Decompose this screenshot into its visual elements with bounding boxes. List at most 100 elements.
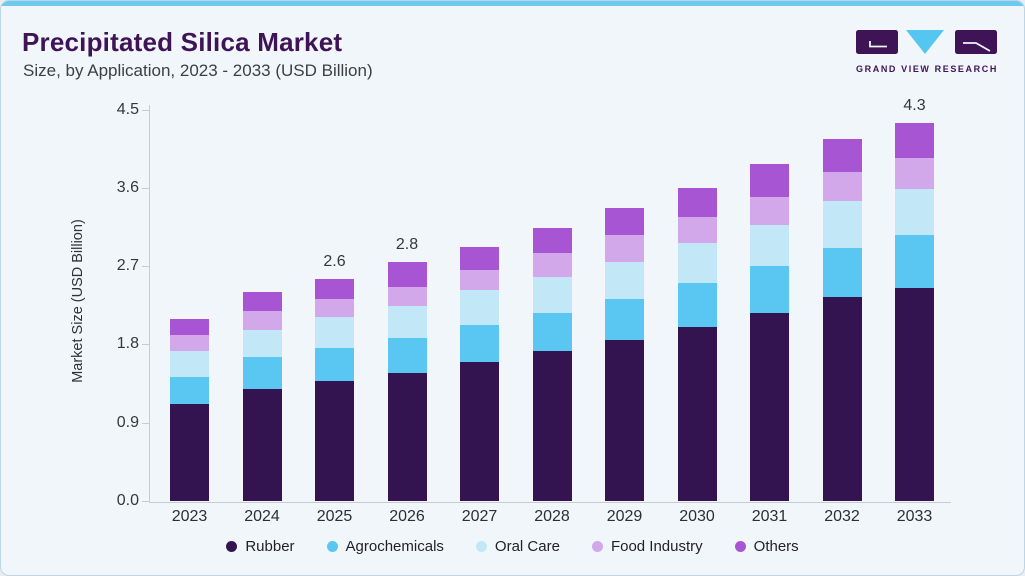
page-subtitle: Size, by Application, 2023 - 2033 (USD B… (23, 61, 373, 80)
legend-item-rubber[interactable]: Rubber (226, 538, 295, 555)
legend-item-others[interactable]: Others (734, 538, 799, 555)
bar-segment-rubber[interactable] (677, 326, 717, 501)
bar-2029[interactable] (604, 206, 645, 501)
bar-segment-food_industry[interactable] (605, 234, 644, 262)
bar-segment-food_industry[interactable] (822, 172, 862, 201)
bar-segment-oral_care[interactable] (242, 329, 282, 358)
x-axis-label: 2031 (751, 508, 788, 525)
bar-segment-rubber[interactable] (605, 339, 644, 501)
bar-segment-agrochemicals[interactable] (822, 247, 862, 298)
bar-segment-agrochemicals[interactable] (895, 234, 934, 288)
bar-segment-others[interactable] (532, 227, 572, 254)
bar-segment-oral_care[interactable] (460, 290, 499, 326)
legend-label: Rubber (245, 538, 295, 555)
y-tick (142, 501, 149, 502)
bar-2032[interactable] (821, 138, 863, 501)
bar-segment-others[interactable] (315, 279, 354, 300)
bar-segment-others[interactable] (605, 207, 644, 235)
bar-segment-rubber[interactable] (750, 312, 789, 501)
bar-segment-others[interactable] (895, 122, 934, 159)
bar-2027[interactable] (459, 246, 500, 501)
bar-segment-others[interactable] (460, 247, 499, 270)
bar-2033[interactable] (894, 121, 935, 501)
bar-2030[interactable] (676, 186, 718, 501)
bar-segment-oral_care[interactable] (605, 261, 644, 299)
x-axis-label: 2026 (389, 508, 425, 525)
y-axis-title: Market Size (USD Billion) (70, 219, 86, 383)
y-tick-label: 3.6 (116, 178, 139, 196)
legend-label: Agrochemicals (345, 538, 444, 555)
y-tick (142, 422, 149, 424)
legend-item-food_industry[interactable]: Food Industry (591, 538, 703, 555)
x-axis-label: 2025 (316, 508, 353, 525)
bar-segment-oral_care[interactable] (895, 188, 934, 235)
bar-segment-rubber[interactable] (532, 351, 572, 501)
bar-segment-oral_care[interactable] (750, 225, 789, 266)
bar-segment-others[interactable] (677, 187, 717, 217)
bar-segment-oral_care[interactable] (387, 306, 427, 339)
bar-segment-food_industry[interactable] (750, 196, 789, 226)
bar-2024[interactable] (241, 291, 283, 501)
bar-segment-agrochemicals[interactable] (387, 338, 427, 373)
bar-segment-rubber[interactable] (170, 404, 209, 501)
bar-segment-agrochemicals[interactable] (170, 377, 209, 405)
bar-2031[interactable] (749, 162, 790, 501)
bar-2025[interactable] (314, 278, 355, 501)
bar-segment-food_industry[interactable] (677, 216, 717, 243)
bar-segment-rubber[interactable] (460, 362, 499, 501)
legend-swatch (226, 541, 238, 552)
bar-segment-oral_care[interactable] (677, 242, 717, 284)
bar-segment-others[interactable] (387, 261, 427, 287)
bar-segment-rubber[interactable] (822, 297, 862, 501)
chart-legend: Rubber Agrochemicals Oral Care Food Industr… (1, 538, 1024, 555)
bar-segment-oral_care[interactable] (532, 277, 572, 313)
bar-2023[interactable] (169, 318, 210, 501)
bar-segment-agrochemicals[interactable] (315, 347, 354, 381)
legend-item-oral_care[interactable]: Oral Care (475, 538, 560, 555)
bar-segment-agrochemicals[interactable] (532, 312, 572, 352)
bar-segment-others[interactable] (242, 292, 282, 312)
bar-segment-food_industry[interactable] (387, 286, 427, 307)
top-accent-bar (1, 1, 1024, 6)
brand-logo-text: GRAND VIEW RESEARCH (856, 64, 998, 74)
bar-segment-food_industry[interactable] (460, 269, 499, 291)
bar-segment-agrochemicals[interactable] (460, 325, 499, 363)
legend-item-agrochemicals[interactable]: Agrochemicals (326, 538, 444, 555)
legend-swatch (475, 541, 487, 552)
y-axis-line (149, 105, 150, 503)
bar-total-label: 2.8 (395, 235, 419, 253)
bar-segment-others[interactable] (750, 163, 789, 197)
bar-segment-rubber[interactable] (895, 287, 934, 501)
bar-2026[interactable] (386, 260, 428, 501)
bar-segment-agrochemicals[interactable] (605, 298, 644, 340)
legend-swatch (326, 541, 338, 552)
bar-segment-agrochemicals[interactable] (677, 283, 717, 327)
bar-2028[interactable] (531, 226, 573, 501)
bar-segment-rubber[interactable] (315, 380, 354, 501)
bar-segment-food_industry[interactable] (532, 253, 572, 278)
bar-segment-others[interactable] (822, 139, 862, 173)
brand-logo: GRAND VIEW RESEARCH (856, 30, 998, 74)
legend-label: Others (753, 538, 799, 555)
x-axis-label: 2028 (534, 508, 570, 525)
y-tick-label: 4.5 (116, 100, 139, 118)
x-axis-line (149, 502, 951, 503)
bar-segment-agrochemicals[interactable] (242, 357, 282, 390)
bar-segment-others[interactable] (170, 319, 209, 335)
bar-segment-oral_care[interactable] (822, 200, 862, 248)
bar-segment-food_industry[interactable] (242, 311, 282, 330)
bar-segment-rubber[interactable] (387, 372, 427, 501)
bar-segment-food_industry[interactable] (895, 158, 934, 189)
bar-segment-oral_care[interactable] (170, 351, 209, 378)
x-axis-label: 2023 (171, 508, 208, 525)
y-tick (142, 109, 149, 111)
bar-segment-food_industry[interactable] (170, 334, 209, 352)
bar-segment-oral_care[interactable] (315, 317, 354, 348)
x-axis-label: 2030 (679, 508, 715, 525)
bar-segment-food_industry[interactable] (315, 299, 354, 318)
bar-segment-rubber[interactable] (242, 389, 282, 501)
y-tick-label: 2.7 (116, 257, 139, 275)
legend-label: Oral Care (494, 538, 560, 555)
page-title: Precipitated Silica Market (22, 27, 343, 57)
bar-segment-agrochemicals[interactable] (750, 265, 789, 313)
